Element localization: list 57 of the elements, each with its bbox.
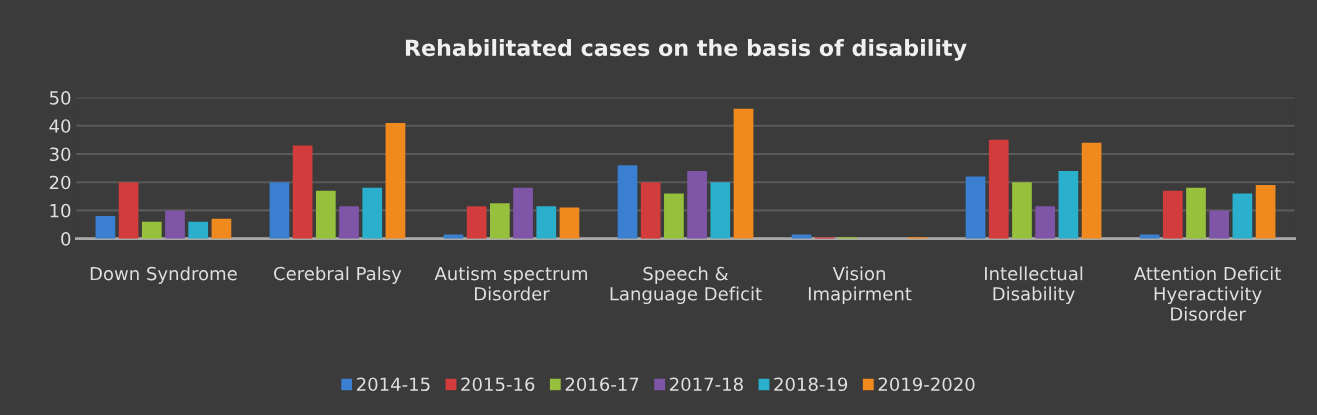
bar [1255,185,1276,239]
bar [165,210,185,239]
bar [1058,170,1079,239]
legend-label: 2015-16 [461,377,535,392]
bar [687,170,707,239]
legend-label: 2016-17 [565,377,639,392]
bar [141,221,162,239]
bar [513,187,533,239]
y-tick-label: 0 [61,232,71,246]
bar [640,182,661,239]
bar [965,176,986,239]
bar [536,206,557,239]
x-tick-label: Autism spectrum Disorder [434,266,587,301]
bar [1232,193,1253,239]
bar [733,108,754,239]
bar [1139,234,1160,239]
bar [118,182,139,239]
bar [385,122,406,239]
bar [466,206,487,239]
y-tick-label: 50 [49,90,71,105]
legend-label: 2014-15 [357,377,430,392]
bar [362,187,383,239]
bar [559,207,580,239]
legend-label: 2019-2020 [878,377,975,392]
legend-label: 2018-19 [774,377,848,392]
bar [791,234,812,239]
x-tick-label: Speech & Language Deficit [610,266,762,305]
y-tick-label: 10 [50,203,71,218]
bar [664,193,684,239]
y-tick-label: 30 [49,147,71,162]
legend-label: 2017-18 [670,377,743,392]
chart-title: Rehabilitated cases on the basis of disability [405,38,967,61]
bar [988,139,1009,239]
bar [269,182,290,239]
bar [1081,142,1102,239]
x-tick-label: Vision Imapirment [808,266,912,305]
bar [1012,182,1032,239]
x-tick-label: Attention Deficit Hyeractivity Disorder [1134,266,1281,321]
bar [617,165,638,239]
bar [1209,210,1230,239]
bar [1162,190,1183,239]
bar [443,234,464,239]
bar [1035,206,1056,239]
bar [490,203,510,239]
bar [95,216,116,239]
bar [1186,187,1206,239]
bar [211,218,232,239]
bar [315,190,336,239]
bar [188,221,209,239]
y-tick-label: 20 [49,175,71,190]
bar [710,182,731,239]
y-tick-label: 40 [49,119,71,133]
x-tick-label: Cerebral Palsy [274,266,402,284]
bar [339,206,359,239]
x-tick-label: Intellectual Disability [985,266,1083,305]
x-tick-label: Down Syndrome [90,266,237,284]
bar [292,145,313,239]
